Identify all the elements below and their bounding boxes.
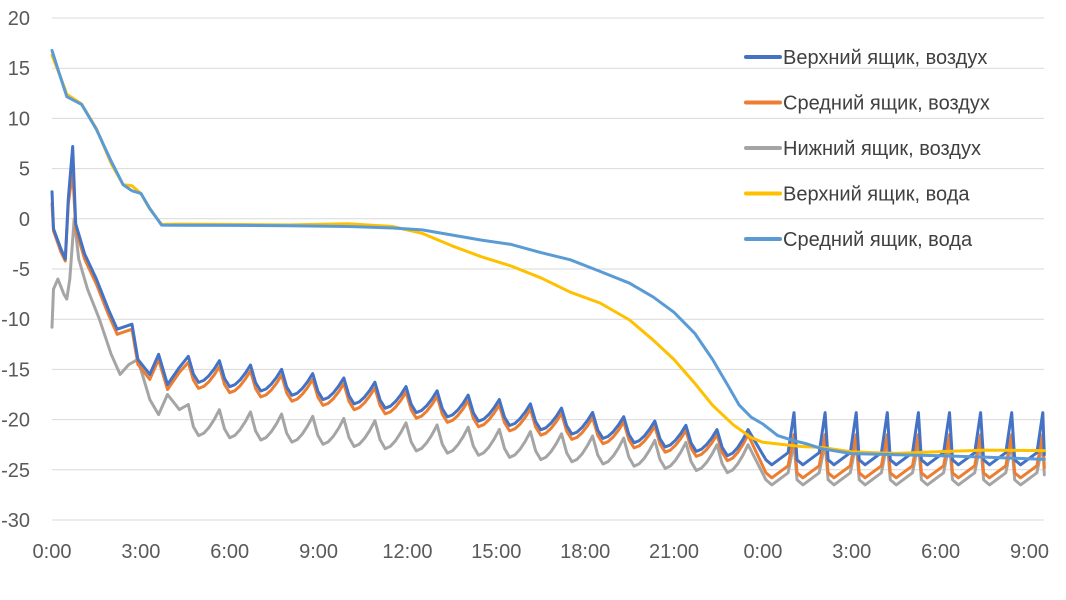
- y-tick-label: -5: [12, 259, 30, 281]
- y-tick-label: 15: [8, 58, 30, 80]
- series-line-1: [50, 145, 1046, 467]
- x-axis-tick-labels: 0:00 3:00 6:00 9:00 12:00 15:00 18:00 21:00 0:00…: [33, 541, 1049, 563]
- x-tick-label: 3:00: [121, 541, 160, 563]
- y-tick-label: 0: [19, 209, 30, 231]
- x-tick-label: 21:00: [649, 541, 699, 563]
- series-line-5: [50, 48, 1046, 461]
- x-tick-label: 6:00: [210, 541, 249, 563]
- x-tick-label: 18:00: [560, 541, 610, 563]
- y-axis-tick-labels: 20 15 10 5 0 -5 -10 -15 -20 -25 -30: [1, 8, 30, 532]
- legend: Верхний ящик, воздух Средний ящик, воздух…: [744, 47, 990, 251]
- y-tick-label: -20: [1, 410, 30, 432]
- x-tick-label: 12:00: [382, 541, 432, 563]
- x-tick-label: 3:00: [832, 541, 871, 563]
- legend-label-2: Средний ящик, воздух: [783, 93, 990, 115]
- y-tick-label: -10: [1, 309, 30, 331]
- x-tick-label: 15:00: [471, 541, 521, 563]
- gridlines: [52, 17, 1044, 521]
- legend-label-4: Верхний ящик, вода: [783, 184, 970, 206]
- x-tick-label: 9:00: [299, 541, 338, 563]
- y-tick-label: -25: [1, 460, 30, 482]
- series-line-3: [50, 217, 1046, 487]
- x-tick-label: 6:00: [921, 541, 960, 563]
- y-tick-label: 20: [8, 8, 30, 30]
- y-tick-label: 10: [8, 108, 30, 130]
- data-series: [50, 48, 1046, 487]
- series-line-2: [50, 170, 1046, 480]
- x-tick-label: 0:00: [743, 541, 782, 563]
- y-tick-label: -15: [1, 359, 30, 381]
- x-tick-label: 9:00: [1010, 541, 1049, 563]
- x-tick-label: 0:00: [33, 541, 72, 563]
- y-tick-label: -30: [1, 510, 30, 532]
- legend-label-3: Нижний ящик, воздух: [783, 138, 981, 160]
- y-tick-label: 5: [19, 159, 30, 181]
- legend-label-5: Средний ящик, вода: [783, 229, 973, 251]
- legend-label-1: Верхний ящик, воздух: [783, 47, 987, 69]
